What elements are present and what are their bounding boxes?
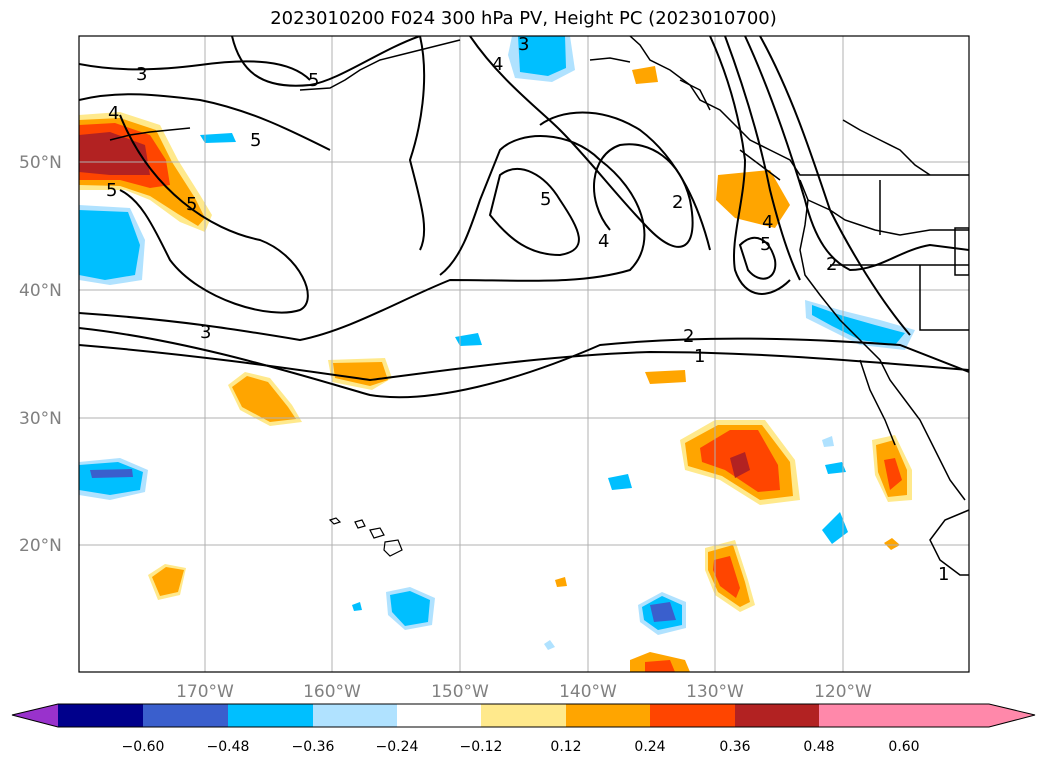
colorbar-segment	[819, 704, 904, 727]
contour-label: 4	[108, 103, 119, 124]
colorbar-tick-label: 0.12	[550, 739, 581, 755]
map-panel: 3 4 5 5 5 5 3 4 5 4 2 4 5 2 3 2 1 1	[79, 34, 969, 672]
lon-label: 150°W	[431, 682, 489, 702]
lon-label: 170°W	[176, 682, 234, 702]
lon-label: 140°W	[559, 682, 617, 702]
contour-label: 4	[492, 54, 503, 75]
height-contours	[79, 36, 969, 399]
colorbar-tick-label: −0.60	[122, 739, 165, 755]
lon-label: 130°W	[686, 682, 744, 702]
contour-label: 5	[186, 194, 197, 215]
longitude-labels: 170°W 160°W 150°W 140°W 130°W 120°W	[176, 682, 872, 702]
lon-label: 160°W	[303, 682, 361, 702]
lat-label: 50°N	[19, 153, 62, 173]
contour-label: 5	[760, 234, 771, 255]
colorbar-segment	[58, 704, 143, 727]
colorbar-extension-low	[12, 704, 58, 727]
contour-label: 5	[250, 130, 261, 151]
colorbar-segment	[481, 704, 566, 727]
pv-positive-blob-coast	[716, 170, 790, 228]
contour-labels: 3 4 5 5 5 5 3 4 5 4 2 4 5 2 3 2 1 1	[106, 34, 949, 585]
colorbar-tick-label: 0.36	[719, 739, 750, 755]
hawaiian-islands	[328, 517, 403, 557]
contour-label: 3	[136, 64, 147, 85]
colorbar-segment	[228, 704, 313, 727]
colorbar-tick-label: −0.12	[460, 739, 503, 755]
contour-label: 1	[694, 346, 705, 367]
colorbar-tick-label: 0.48	[803, 739, 834, 755]
contour-label: 5	[308, 70, 319, 91]
colorbar-segment	[143, 704, 228, 727]
contour-label: 2	[672, 192, 683, 213]
map-frame	[78, 35, 970, 673]
gridlines	[79, 36, 969, 672]
contour-label: 3	[200, 322, 211, 343]
colorbar-tick-label: 0.24	[634, 739, 665, 755]
lat-label: 20°N	[19, 536, 62, 556]
colorbar-segment	[566, 704, 650, 727]
colorbar-segment	[313, 704, 397, 727]
lat-label: 30°N	[19, 409, 62, 429]
pv-anomaly-shading	[79, 36, 915, 672]
contour-label: 3	[518, 34, 529, 55]
contour-label: 5	[540, 189, 551, 210]
contour-label: 1	[938, 564, 949, 585]
contour-label: 2	[826, 254, 837, 275]
lat-label: 40°N	[19, 281, 62, 301]
contour-label: 4	[598, 231, 609, 252]
colorbar-tick-label: −0.36	[292, 739, 335, 755]
coastlines	[109, 36, 969, 576]
contour-label: 2	[683, 326, 694, 347]
contour-label: 4	[762, 212, 773, 233]
colorbar-segment	[735, 704, 819, 727]
colorbar-tick-label: −0.48	[207, 739, 250, 755]
map-title: 2023010200 F024 300 hPa PV, Height PC (2…	[270, 8, 777, 29]
colorbar-tick-label: −0.24	[376, 739, 419, 755]
colorbar-ticks: −0.60 −0.48 −0.36 −0.24 −0.12 0.12 0.24 …	[122, 739, 920, 755]
colorbar-segment	[650, 704, 735, 727]
colorbar: −0.60 −0.48 −0.36 −0.24 −0.12 0.12 0.24 …	[11, 703, 1036, 755]
colorbar-outline	[11, 703, 1036, 728]
lon-label: 120°W	[814, 682, 872, 702]
colorbar-extension-high	[904, 704, 1035, 727]
colorbar-segment	[397, 704, 481, 727]
latitude-labels: 50°N 40°N 30°N 20°N	[19, 153, 62, 556]
contour-label: 5	[106, 180, 117, 201]
colorbar-tick-label: 0.60	[888, 739, 919, 755]
